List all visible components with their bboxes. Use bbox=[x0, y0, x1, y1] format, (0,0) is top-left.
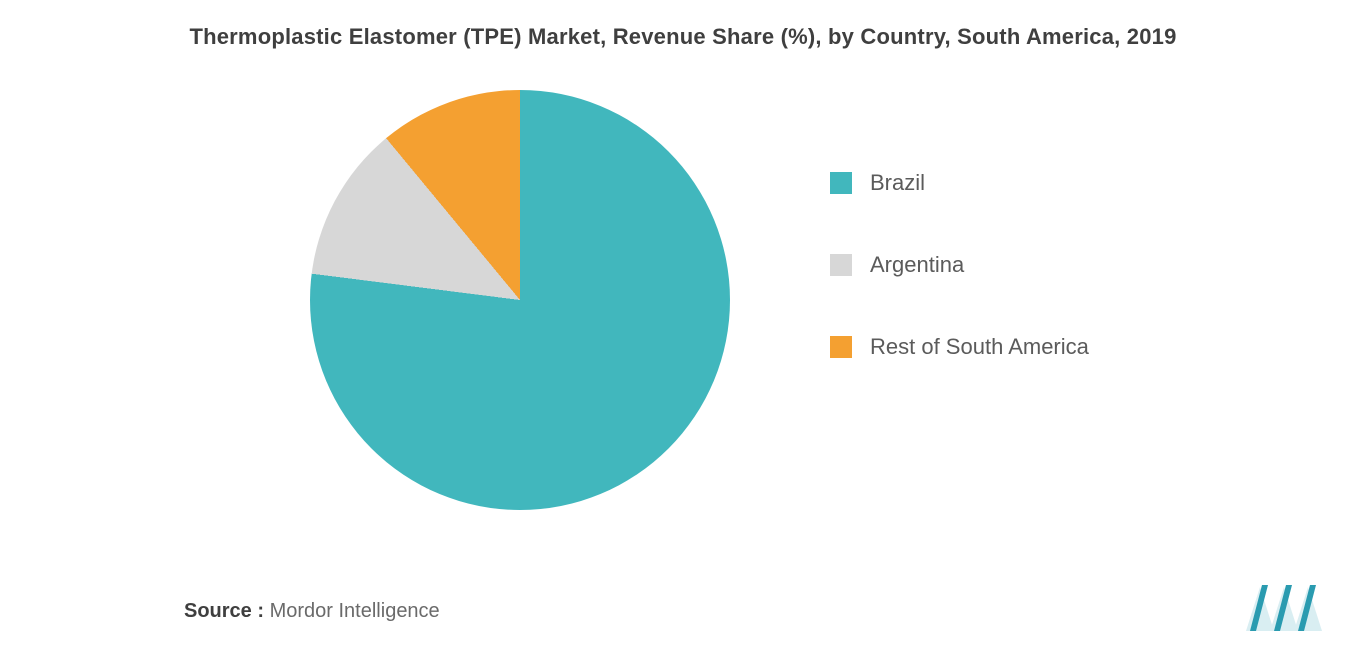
legend-item: Rest of South America bbox=[830, 334, 1089, 360]
chart-title: Thermoplastic Elastomer (TPE) Market, Re… bbox=[0, 24, 1366, 50]
mordor-logo bbox=[1246, 583, 1326, 631]
legend-label: Argentina bbox=[870, 252, 964, 278]
legend-swatch bbox=[830, 336, 852, 358]
legend: Brazil Argentina Rest of South America bbox=[830, 170, 1089, 360]
source-value: Mordor Intelligence bbox=[270, 600, 440, 622]
source-label: Source : bbox=[184, 600, 264, 622]
legend-item: Brazil bbox=[830, 170, 1089, 196]
legend-item: Argentina bbox=[830, 252, 1089, 278]
pie-chart bbox=[310, 90, 730, 510]
legend-swatch bbox=[830, 172, 852, 194]
legend-label: Rest of South America bbox=[870, 334, 1089, 360]
legend-swatch bbox=[830, 254, 852, 276]
source-attribution: Source : Mordor Intelligence bbox=[184, 600, 440, 623]
legend-label: Brazil bbox=[870, 170, 925, 196]
